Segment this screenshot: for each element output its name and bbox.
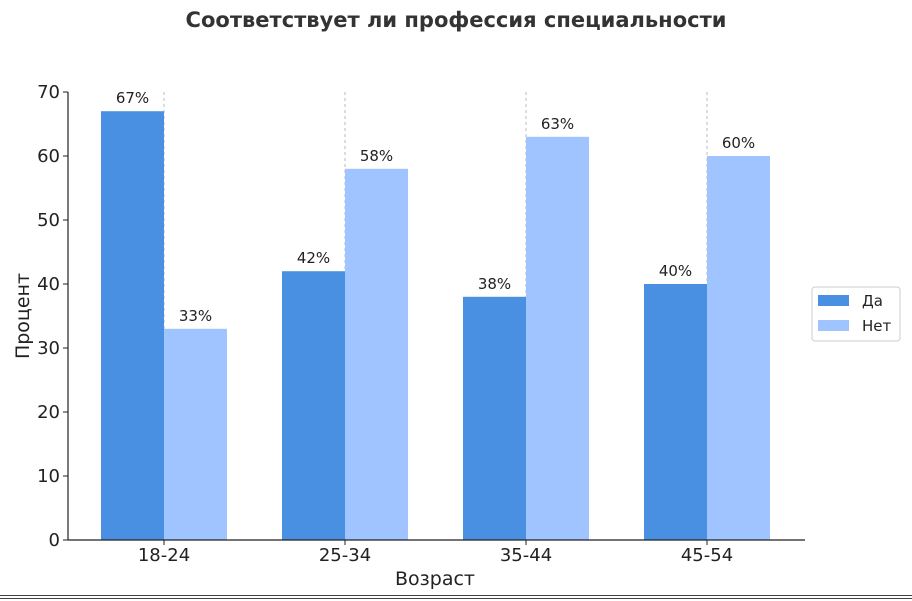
bar-no [164,328,227,540]
data-label: 33% [179,307,212,325]
bars [101,111,770,541]
y-tick-label: 50 [37,210,60,231]
y-tick-label: 30 [37,338,60,359]
bar-no [345,168,408,541]
legend-label: Нет [862,317,892,335]
legend-swatch [818,320,849,331]
bar-yes [644,284,707,540]
legend: Да Нет [811,286,901,342]
x-tick-label: 35-44 [500,545,552,566]
data-label: 63% [541,115,574,133]
y-tick-label: 70 [37,82,60,103]
x-axis-label: Возраст [395,568,475,590]
y-tick-label: 0 [49,530,60,551]
data-labels: 67% 33% 42% 58% 38% 63% 40% 60% [116,89,755,325]
x-ticks: 18-24 25-34 35-44 45-54 [138,540,733,566]
data-label: 67% [116,89,149,107]
y-tick-label: 20 [37,402,60,423]
legend-swatch [818,295,849,306]
x-tick-label: 45-54 [681,545,733,566]
bottom-divider [0,598,912,599]
bottom-divider [0,595,912,596]
data-label: 42% [297,249,330,267]
data-label: 38% [478,275,511,293]
bar-yes [463,296,526,540]
legend-label: Да [862,292,883,310]
chart-title: Соответствует ли профессия специальности [185,8,727,32]
data-label: 40% [659,262,692,280]
y-tick-label: 40 [37,274,60,295]
data-label: 60% [722,134,755,152]
y-axis-label: Процент [12,273,34,359]
axes [67,92,805,541]
x-tick-label: 18-24 [138,545,190,566]
bar-no [707,156,770,540]
y-ticks: 0 10 20 30 40 50 60 70 [37,82,68,551]
bar-yes [101,111,164,540]
x-tick-label: 25-34 [319,545,371,566]
grid-lines [163,92,708,540]
bar-no [526,136,589,541]
y-tick-label: 60 [37,146,60,167]
y-tick-label: 10 [37,466,60,487]
bar-yes [282,271,345,540]
data-label: 58% [360,147,393,165]
